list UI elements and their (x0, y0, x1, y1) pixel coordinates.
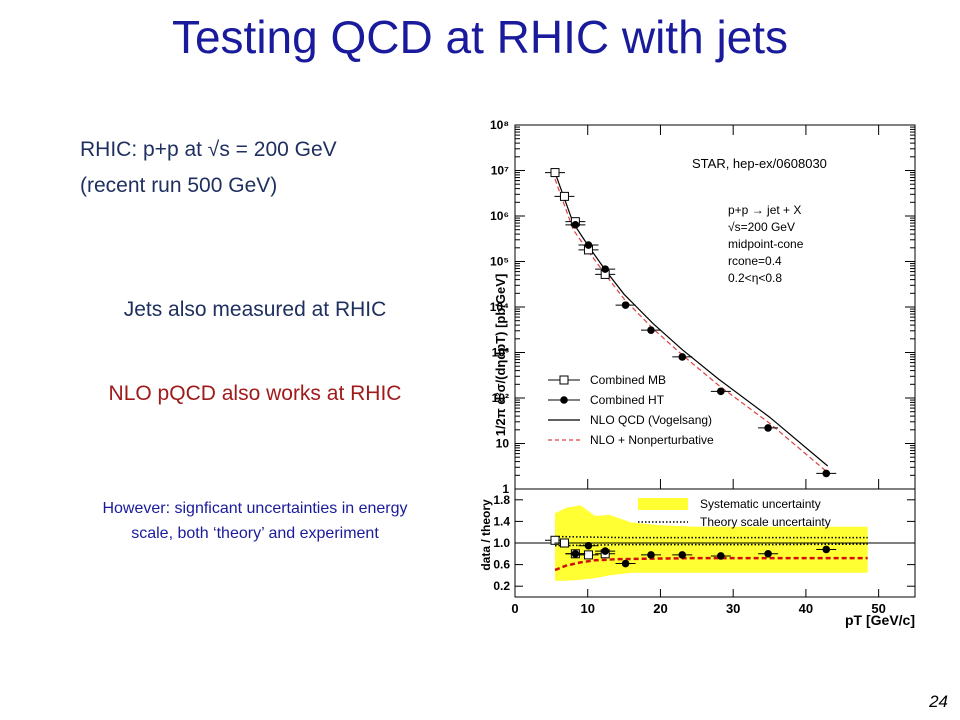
y-tick-label-upper: 10⁷ (491, 164, 509, 178)
combined-ht-point (764, 424, 772, 432)
ratio-ht-point (678, 551, 687, 559)
legend-label: Theory scale uncertainty (700, 515, 831, 529)
uncertainty-note: However: signficant uncertainties in ene… (102, 500, 408, 542)
legend-mb-marker (559, 375, 569, 385)
ratio-ht-point (647, 551, 655, 559)
ratio-ht-point (571, 550, 580, 558)
y-tick-label-upper: 10⁵ (490, 255, 509, 269)
y-tick-label-lower: 0.6 (493, 558, 510, 572)
y-tick-label-upper: 10⁴ (490, 300, 509, 314)
physics-annotation: √s=200 GeV (728, 220, 795, 234)
physics-annotation: 0.2<η<0.8 (728, 271, 782, 285)
physics-annotation: rcone=0.4 (728, 254, 782, 268)
recent-run-text: (recent run 500 GeV) (80, 174, 278, 197)
nlo-nonpert-curve (554, 178, 829, 473)
x-tick-label: 50 (871, 601, 885, 616)
legend-ht-marker (560, 396, 568, 404)
slide-title: Testing QCD at RHIC with jets (171, 11, 789, 63)
rhic-energy-text: RHIC: p+p at √s = 200 GeV (80, 138, 337, 161)
y-axis-label-upper: 1/2π d²σ/(dηdpT) [pb/GeV] (493, 274, 508, 437)
ratio-ht-point (621, 559, 630, 568)
nlo-qcd-curve (554, 172, 829, 467)
source-label: STAR, hep-ex/0608030 (692, 156, 827, 171)
x-axis-label: pT [GeV/c] (845, 612, 915, 628)
combined-ht-point (678, 353, 687, 361)
ratio-mb-point (583, 550, 593, 560)
y-tick-label-upper: 1 (502, 482, 509, 496)
combined-ht-point (717, 387, 725, 396)
legend-label: NLO + Nonperturbative (590, 433, 714, 447)
x-tick-label: 30 (726, 601, 740, 616)
ratio-ht-point (764, 550, 772, 558)
y-tick-label-lower: 0.2 (493, 579, 510, 593)
y-tick-label-lower: 1.8 (493, 493, 510, 507)
legend-systematic-swatch (638, 498, 688, 510)
y-tick-label-upper: 10² (492, 391, 509, 405)
nlo-works-text: NLO pQCD also works at RHIC (108, 382, 402, 405)
combined-ht-point (601, 265, 609, 273)
x-tick-label: 10 (580, 601, 594, 616)
ratio-ht-point (822, 545, 831, 554)
legend-label: Systematic uncertainty (700, 497, 821, 511)
legend-label: Combined MB (590, 373, 666, 387)
y-tick-label-upper: 10 (496, 437, 510, 451)
jets-measured-text: Jets also measured at RHIC (123, 298, 387, 321)
combined-mb-point (550, 168, 560, 178)
y-tick-label-lower: 1.0 (493, 536, 510, 550)
ratio-ht-point (584, 541, 593, 550)
ratio-mb-point (559, 538, 569, 548)
combined-ht-point (822, 469, 831, 478)
y-axis-label-lower: data / theory (479, 499, 493, 571)
combined-mb-point (559, 191, 569, 201)
physics-annotation: midpoint-cone (728, 237, 804, 251)
combined-ht-point (571, 221, 580, 229)
x-tick-label: 40 (799, 601, 813, 616)
x-tick-label: 0 (511, 601, 518, 616)
page-number: 24 (929, 692, 948, 711)
legend-label: NLO QCD (Vogelsang) (590, 413, 712, 427)
theory-scale-uncertainty-upper (554, 535, 868, 539)
ratio-mb-point (550, 535, 560, 545)
combined-ht-point (584, 241, 593, 249)
ratio-ht-point (717, 552, 725, 560)
combined-ht-point (621, 301, 630, 309)
combined-ht-point (647, 326, 655, 334)
ratio-ht-point (601, 547, 609, 555)
ratio-nonpert-curve (554, 556, 868, 572)
y-tick-label-upper: 10⁸ (490, 118, 509, 132)
physics-annotation: p+p → jet + X (728, 203, 801, 217)
upper-panel-frame (514, 124, 916, 490)
jet-cross-section-figure: 1 10 10² 10³ 10⁴ 10⁵ 10⁶ 10⁷ 10⁸ 0.2 0.6 1.0 1.4 1.8… (460, 115, 930, 635)
y-tick-label-lower: 1.4 (493, 514, 510, 528)
legend-label: Combined HT (590, 393, 665, 407)
y-tick-label-upper: 10³ (492, 346, 509, 360)
theory-scale-uncertainty-lower (554, 543, 868, 547)
x-tick-label: 20 (653, 601, 667, 616)
y-tick-label-upper: 10⁶ (490, 209, 509, 223)
